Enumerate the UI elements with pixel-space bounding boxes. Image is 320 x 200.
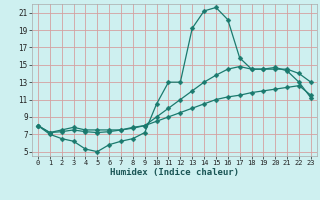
- X-axis label: Humidex (Indice chaleur): Humidex (Indice chaleur): [110, 168, 239, 177]
